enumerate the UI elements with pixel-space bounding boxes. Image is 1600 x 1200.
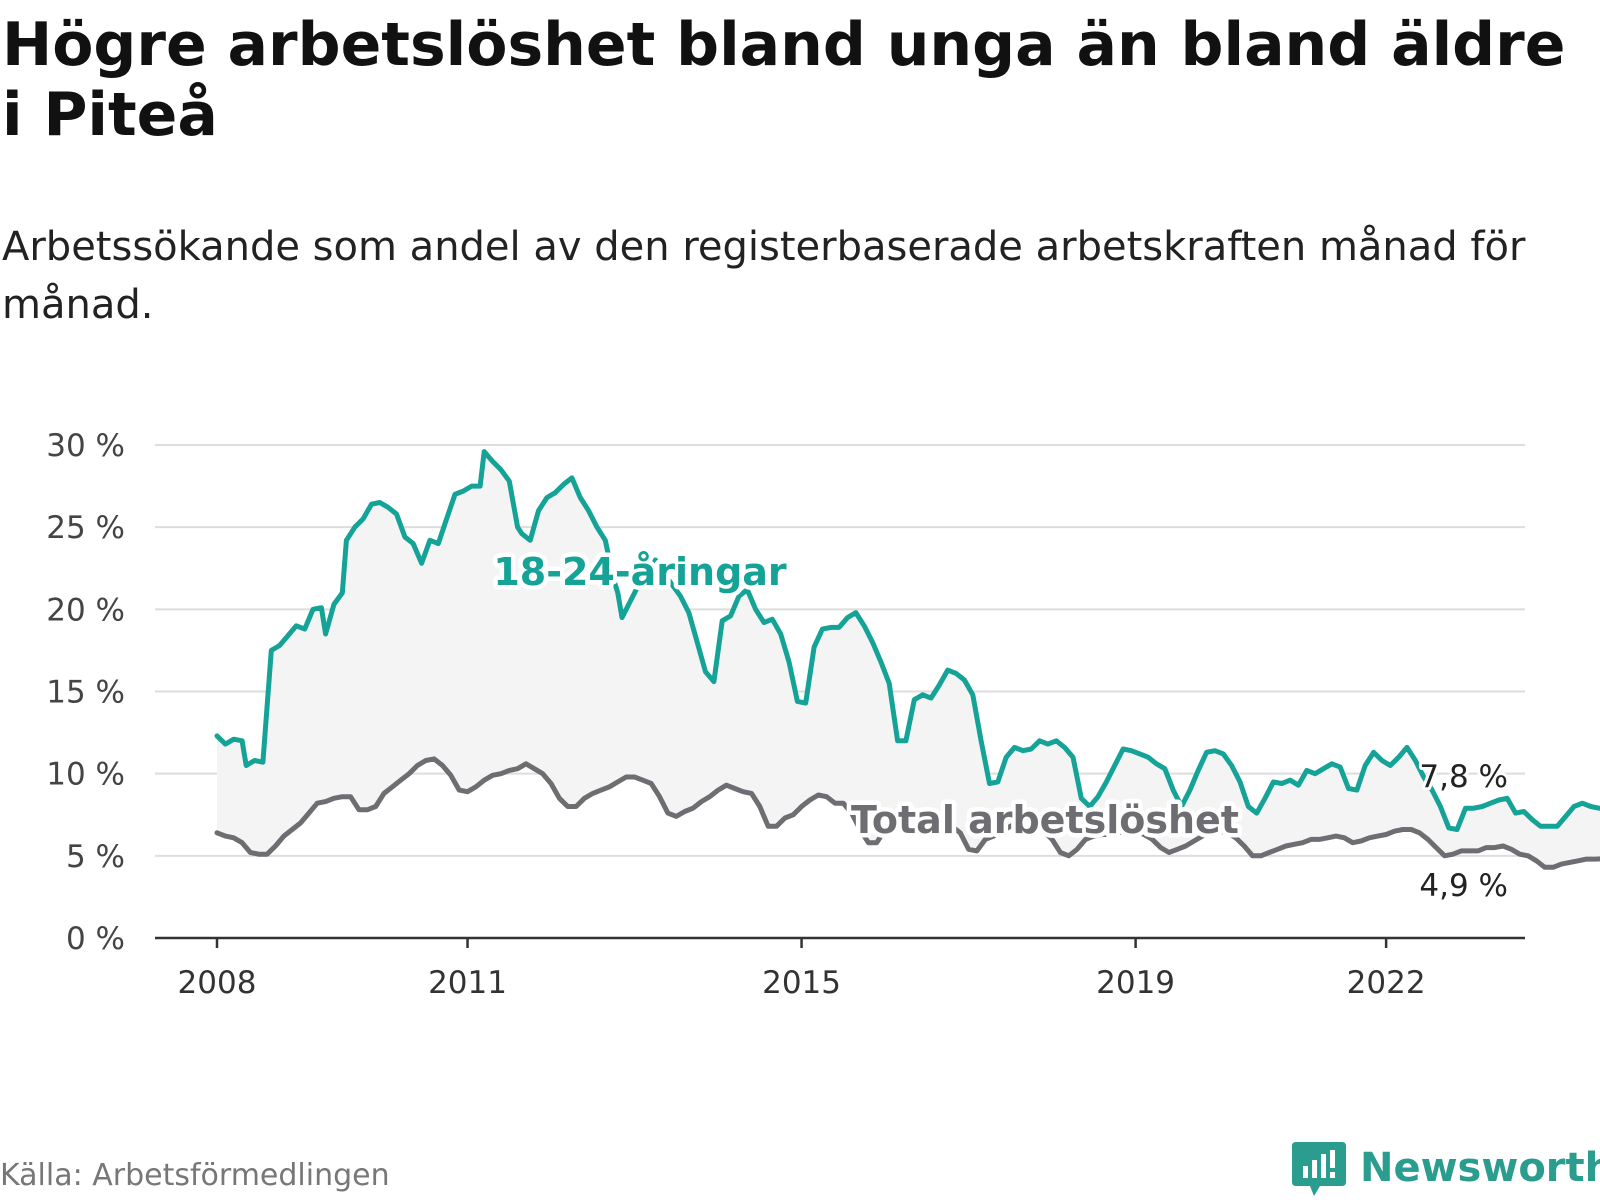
x-tick-label: 2011 [428, 965, 507, 1001]
newsworthy-logo-icon [1292, 1142, 1346, 1196]
source-note: Källa: Arbetsförmedlingen [0, 1158, 390, 1193]
x-tick-label: 2022 [1347, 965, 1426, 1001]
y-tick-label: 20 % [46, 592, 125, 628]
y-tick-label: 0 % [66, 921, 125, 957]
x-tick-label: 2019 [1096, 965, 1175, 1001]
series-label-youth: 18-24-åringar [493, 550, 787, 594]
chart-subtitle: Arbetssökande som andel av den registerb… [2, 224, 1526, 328]
y-tick-label: 10 % [46, 757, 125, 793]
chart-title: Högre arbetslöshet bland unga än bland ä… [2, 10, 1566, 150]
end-label-total: 4,9 % [1419, 868, 1508, 904]
series-label-total: Total arbetslöshet [851, 798, 1239, 842]
x-tick-label: 2008 [178, 965, 257, 1001]
y-tick-label: 15 % [46, 675, 125, 711]
end-label-youth: 7,8 % [1419, 759, 1508, 795]
y-tick-label: 5 % [66, 839, 125, 875]
x-tick-label: 2015 [762, 965, 841, 1001]
series-line-youth [214, 449, 1600, 832]
y-tick-label: 25 % [46, 510, 125, 546]
line-chart: 0 %5 %10 %15 %20 %25 %30 % 2008 2011 2015 2… [46, 428, 1600, 1001]
series-line-total [214, 756, 1600, 870]
y-tick-label: 30 % [46, 428, 125, 464]
brand-name: Newsworthy [1360, 1145, 1600, 1191]
gap-band [217, 451, 1600, 868]
x-axis: 2008 2011 2015 2019 2022 [178, 938, 1426, 1001]
y-axis: 0 % 5 % 10 % 15 % 20 % 25 % 30 % [46, 428, 125, 957]
